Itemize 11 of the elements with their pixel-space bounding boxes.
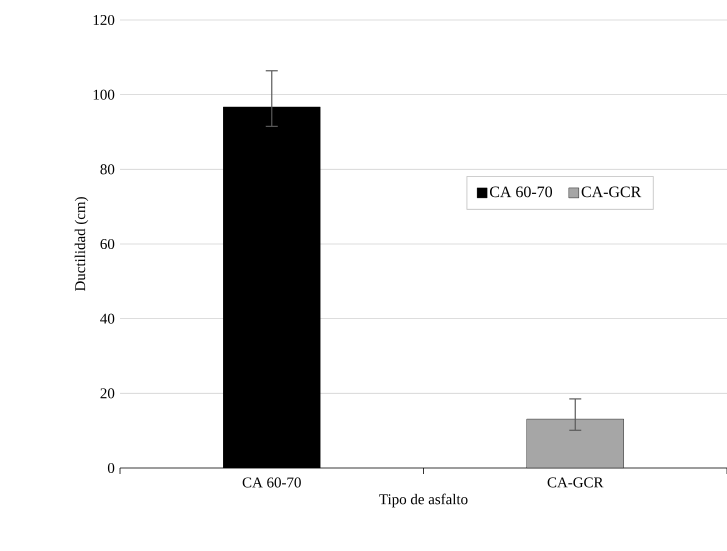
y-tick-label: 100 [94, 90, 114, 100]
x-axis-title: Tipo de asfalto [379, 494, 468, 508]
y-tick-label: 120 [94, 14, 114, 26]
legend-label: CA 60-70 [490, 186, 552, 198]
y-axis-title: Ductilidad (cm) [74, 197, 88, 292]
y-tick-label: 20 [100, 388, 114, 398]
y-tick-label: 0 [108, 462, 114, 474]
y-tick-label: 40 [100, 314, 114, 324]
legend-label: CA-GCR [582, 186, 642, 198]
y-tick-label: 60 [100, 238, 114, 250]
y-tick-label: 80 [100, 164, 114, 174]
